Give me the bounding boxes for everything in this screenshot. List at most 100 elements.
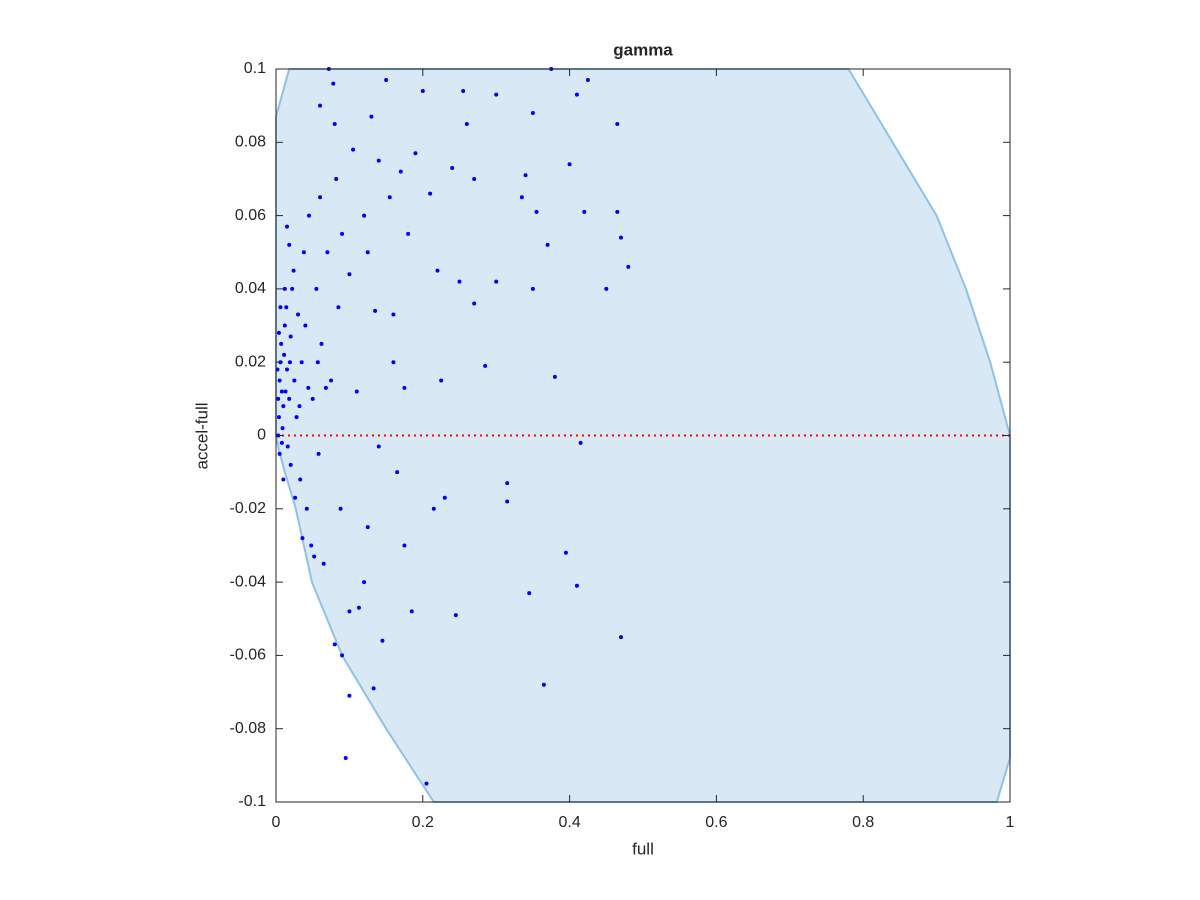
- point: [523, 173, 528, 178]
- y-tick-label: 0.08: [235, 134, 266, 151]
- point: [312, 554, 317, 559]
- point: [281, 404, 286, 409]
- point: [439, 378, 444, 383]
- point: [309, 543, 314, 548]
- point: [347, 693, 352, 698]
- point: [285, 367, 290, 372]
- point: [321, 561, 326, 566]
- point: [582, 209, 587, 214]
- point: [585, 77, 590, 82]
- point: [334, 176, 339, 181]
- point: [287, 396, 292, 401]
- point: [395, 470, 400, 475]
- point: [402, 543, 407, 548]
- point: [387, 195, 392, 200]
- point: [325, 250, 330, 255]
- point: [282, 352, 287, 357]
- point: [279, 440, 284, 445]
- point: [290, 286, 295, 291]
- x-tick-label: 1: [1006, 814, 1015, 831]
- point: [319, 341, 324, 346]
- point: [618, 635, 623, 640]
- y-tick-label: 0.04: [235, 280, 266, 297]
- point: [391, 360, 396, 365]
- point: [291, 268, 296, 273]
- point: [391, 312, 396, 317]
- point: [340, 653, 345, 658]
- y-tick-label: -0.02: [230, 500, 267, 517]
- point: [282, 323, 287, 328]
- point: [376, 158, 381, 163]
- point: [318, 103, 323, 108]
- point: [332, 642, 337, 647]
- x-tick-label: 0.6: [705, 814, 727, 831]
- point: [284, 305, 289, 310]
- point: [297, 404, 302, 409]
- point: [278, 305, 283, 310]
- point: [351, 147, 356, 152]
- x-tick-label: 0.8: [852, 814, 874, 831]
- point: [300, 536, 305, 541]
- y-tick-label: 0.02: [235, 353, 266, 370]
- y-axis-label: accel-full: [192, 402, 211, 469]
- point: [276, 415, 281, 420]
- point: [450, 165, 455, 170]
- point: [354, 389, 359, 394]
- point: [315, 360, 320, 365]
- point: [505, 499, 510, 504]
- point: [283, 389, 288, 394]
- point: [362, 580, 367, 585]
- point: [276, 396, 281, 401]
- point: [406, 231, 411, 236]
- point: [347, 272, 352, 277]
- point: [299, 360, 304, 365]
- point: [310, 396, 315, 401]
- point: [303, 323, 308, 328]
- point: [376, 444, 381, 449]
- point: [331, 81, 336, 86]
- point: [615, 209, 620, 214]
- point: [298, 477, 303, 482]
- point: [420, 88, 425, 93]
- point: [409, 609, 414, 614]
- point: [329, 378, 334, 383]
- point: [373, 308, 378, 313]
- point: [293, 495, 298, 500]
- x-tick-label: 0.2: [412, 814, 434, 831]
- point: [519, 195, 524, 200]
- point: [398, 169, 403, 174]
- point: [626, 264, 631, 269]
- point: [505, 481, 510, 486]
- y-tick-label: 0.06: [235, 207, 266, 224]
- point: [276, 330, 281, 335]
- point: [356, 605, 361, 610]
- point: [574, 92, 579, 97]
- point: [287, 360, 292, 365]
- y-tick-label: 0: [257, 427, 266, 444]
- point: [380, 638, 385, 643]
- point: [277, 451, 282, 456]
- point: [323, 385, 328, 390]
- point: [483, 363, 488, 368]
- point: [280, 426, 285, 431]
- point: [304, 506, 309, 511]
- point: [365, 250, 370, 255]
- point: [442, 495, 447, 500]
- point: [384, 77, 389, 82]
- point: [494, 279, 499, 284]
- point: [281, 477, 286, 482]
- point: [365, 525, 370, 530]
- point: [292, 378, 297, 383]
- point: [314, 286, 319, 291]
- point: [402, 385, 407, 390]
- point: [453, 613, 458, 618]
- point: [369, 114, 374, 119]
- point: [435, 268, 440, 273]
- y-tick-label: -0.1: [238, 793, 266, 810]
- y-tick-label: -0.04: [230, 573, 267, 590]
- point: [530, 110, 535, 115]
- point: [285, 224, 290, 229]
- point: [530, 286, 535, 291]
- point: [527, 591, 532, 596]
